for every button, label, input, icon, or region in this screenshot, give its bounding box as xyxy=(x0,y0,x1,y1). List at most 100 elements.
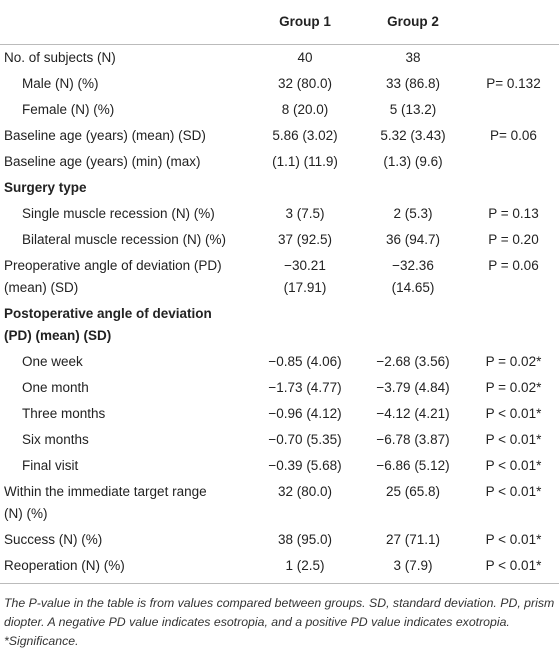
cell: 5.32 (3.43) xyxy=(358,123,468,149)
row-label: Six months xyxy=(0,427,252,453)
cell: 40 xyxy=(252,45,358,72)
cell-line: (17.91) xyxy=(283,280,327,295)
cell-text: −6.78 (3.87) xyxy=(376,432,450,447)
cell: P = 0.02* xyxy=(468,375,559,401)
cell-text: −6.86 (5.12) xyxy=(376,458,450,473)
cell-text: P= 0.06 xyxy=(490,128,537,143)
cell: 27 (71.1) xyxy=(358,527,468,553)
cell xyxy=(252,301,358,349)
cell xyxy=(358,175,468,201)
cell-line: Preoperative angle of deviation (PD) xyxy=(4,258,222,273)
table-row: Baseline age (years) (min) (max) (1.1) (1… xyxy=(0,149,559,175)
cell: 5.86 (3.02) xyxy=(252,123,358,149)
cell-line: Within the immediate target range xyxy=(4,484,207,499)
row-label: Baseline age (years) (min) (max) xyxy=(0,149,252,175)
row-label: Surgery type xyxy=(0,175,252,201)
cell-text: 8 (20.0) xyxy=(281,102,329,117)
cell: −0.39 (5.68) xyxy=(252,453,358,479)
cell: P < 0.01* xyxy=(468,401,559,427)
cell: P = 0.13 xyxy=(468,201,559,227)
cell-text: −0.96 (4.12) xyxy=(268,406,342,421)
row-label: Within the immediate target range (N) (%) xyxy=(0,479,252,527)
row-label: Male (N) (%) xyxy=(0,71,252,97)
cell: 38 (95.0) xyxy=(252,527,358,553)
row-label: Three months xyxy=(0,401,252,427)
table-row: Baseline age (years) (mean) (SD) 5.86 (3.… xyxy=(0,123,559,149)
cell-line: −32.36 xyxy=(392,258,434,273)
cell-text: 33 (86.8) xyxy=(385,76,441,91)
table-row: Reoperation (N) (%) 1 (2.5) 3 (7.9) P < 0.0… xyxy=(0,553,559,584)
table-row: Success (N) (%) 38 (95.0) 27 (71.1) P < 0.0… xyxy=(0,527,559,553)
cell-text: Male (N) (%) xyxy=(22,76,99,91)
cell-text: Success (N) (%) xyxy=(4,532,103,547)
row-label: Baseline age (years) (mean) (SD) xyxy=(0,123,252,149)
cell-text: 40 xyxy=(297,50,313,65)
cell-text: 5.32 (3.43) xyxy=(380,128,446,143)
cell: −32.36 (14.65) xyxy=(358,253,468,301)
row-label: Bilateral muscle recession (N) (%) xyxy=(0,227,252,253)
row-label: Success (N) (%) xyxy=(0,527,252,553)
cell: P < 0.01* xyxy=(468,553,559,584)
row-label: One week xyxy=(0,349,252,375)
cell: 1 (2.5) xyxy=(252,553,358,584)
cell: P < 0.01* xyxy=(468,527,559,553)
cell: (1.1) (11.9) xyxy=(252,149,358,175)
cell-text: Final visit xyxy=(22,458,79,473)
cell: −0.85 (4.06) xyxy=(252,349,358,375)
cell-line: (mean) (SD) xyxy=(4,280,79,295)
cell: −6.78 (3.87) xyxy=(358,427,468,453)
cell-text: 32 (80.0) xyxy=(277,484,333,499)
cell-text: P = 0.06 xyxy=(488,258,539,273)
cell xyxy=(252,175,358,201)
cell-line: −30.21 xyxy=(284,258,326,273)
cell-text: No. of subjects (N) xyxy=(4,50,116,65)
cell: P= 0.06 xyxy=(468,123,559,149)
table-row: Preoperative angle of deviation (PD) (mea… xyxy=(0,253,559,301)
table-row: Within the immediate target range (N) (%)… xyxy=(0,479,559,527)
cell: 33 (86.8) xyxy=(358,71,468,97)
cell-text: Bilateral muscle recession (N) (%) xyxy=(22,232,227,247)
row-label: One month xyxy=(0,375,252,401)
cell: 36 (94.7) xyxy=(358,227,468,253)
header-row: Group 1 Group 2 xyxy=(0,0,559,45)
cell: −1.73 (4.77) xyxy=(252,375,358,401)
cell-text: 27 (71.1) xyxy=(385,532,441,547)
cell-text: 2 (5.3) xyxy=(393,206,433,221)
cell-text: 38 (95.0) xyxy=(277,532,333,547)
cell: 38 xyxy=(358,45,468,72)
row-label: Postoperative angle of deviation (PD) (me… xyxy=(0,301,252,349)
cell: P < 0.01* xyxy=(468,427,559,453)
cell xyxy=(468,301,559,349)
cell-text: Reoperation (N) (%) xyxy=(4,558,125,573)
table-row: One week −0.85 (4.06) −2.68 (3.56) P = 0.02… xyxy=(0,349,559,375)
cell-line: (N) (%) xyxy=(4,506,48,521)
cell-text: 37 (92.5) xyxy=(277,232,333,247)
row-label: Single muscle recession (N) (%) xyxy=(0,201,252,227)
table-row: Six months −0.70 (5.35) −6.78 (3.87) P < 0.… xyxy=(0,427,559,453)
cell-text: Single muscle recession (N) (%) xyxy=(22,206,215,221)
cell-text: P < 0.01* xyxy=(485,532,542,547)
table-row: One month −1.73 (4.77) −3.79 (4.84) P = 0.0… xyxy=(0,375,559,401)
header-cell xyxy=(0,0,252,45)
table-row: Bilateral muscle recession (N) (%) 37 (92… xyxy=(0,227,559,253)
cell: −3.79 (4.84) xyxy=(358,375,468,401)
cell-text: −0.70 (5.35) xyxy=(268,432,342,447)
cell: 3 (7.5) xyxy=(252,201,358,227)
cell-text: P < 0.01* xyxy=(485,432,542,447)
cell-text: 32 (80.0) xyxy=(277,76,333,91)
table-row: Female (N) (%) 8 (20.0) 5 (13.2) xyxy=(0,97,559,123)
cell-text: Surgery type xyxy=(4,180,87,195)
table-row: Final visit −0.39 (5.68) −6.86 (5.12) P < 0… xyxy=(0,453,559,479)
cell xyxy=(358,301,468,349)
cell: 2 (5.3) xyxy=(358,201,468,227)
cell-text: Female (N) (%) xyxy=(22,102,115,117)
cell: P = 0.06 xyxy=(468,253,559,301)
cell xyxy=(468,149,559,175)
cell-text: Group 2 xyxy=(387,14,439,29)
table-row: Three months −0.96 (4.12) −4.12 (4.21) P < … xyxy=(0,401,559,427)
cell-text: P < 0.01* xyxy=(485,558,542,573)
cell: 3 (7.9) xyxy=(358,553,468,584)
cell-text: 3 (7.5) xyxy=(285,206,325,221)
cell-text: −2.68 (3.56) xyxy=(376,354,450,369)
